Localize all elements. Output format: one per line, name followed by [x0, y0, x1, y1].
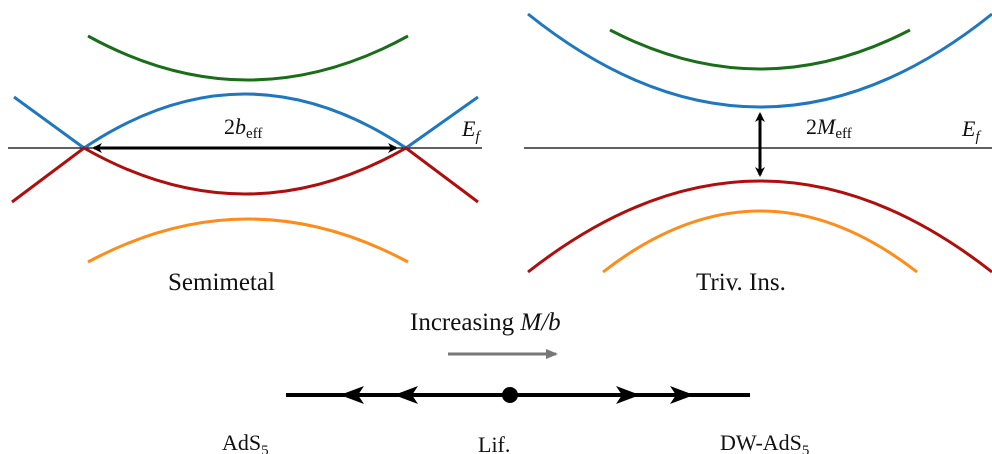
green-band-left [87, 34, 409, 82]
flow-arrowhead-right-inner [616, 386, 640, 404]
orange-band-left [87, 217, 409, 264]
lifshitz-label: Lif. [478, 432, 510, 454]
gap-label-left: 2beff [224, 114, 262, 142]
green-band-right [609, 28, 911, 71]
fermi-label-left: Ef [461, 116, 481, 145]
rg-flow-diagram: AdS5 Lif. DW-AdS5 [222, 386, 809, 454]
trivial-insulator-caption: Triv. Ins. [696, 269, 786, 296]
flow-arrowhead-left-outer [340, 386, 364, 404]
blue-band-right [527, 12, 992, 109]
increasing-label: Increasing M/b [410, 309, 561, 336]
ads5-label: AdS5 [222, 430, 269, 454]
red-band-left [11, 146, 479, 204]
increasing-arrow-group: Increasing M/b [410, 309, 561, 359]
semimetal-panel: 2beff Ef Semimetal [8, 34, 482, 296]
orange-band-right [602, 209, 918, 274]
red-band-right [527, 179, 992, 274]
gap-label-right: 2Meff [806, 114, 852, 142]
fermi-label-right: Ef [961, 116, 981, 145]
semimetal-caption: Semimetal [168, 269, 275, 296]
trivial-insulator-panel: 2Meff Ef Triv. Ins. [524, 12, 992, 296]
lifshitz-fixed-point [502, 387, 518, 403]
blue-band-left [13, 92, 479, 150]
flow-arrowhead-left-inner [394, 386, 418, 404]
flow-arrowhead-right-outer [670, 386, 694, 404]
dw-ads5-label: DW-AdS5 [720, 430, 809, 454]
